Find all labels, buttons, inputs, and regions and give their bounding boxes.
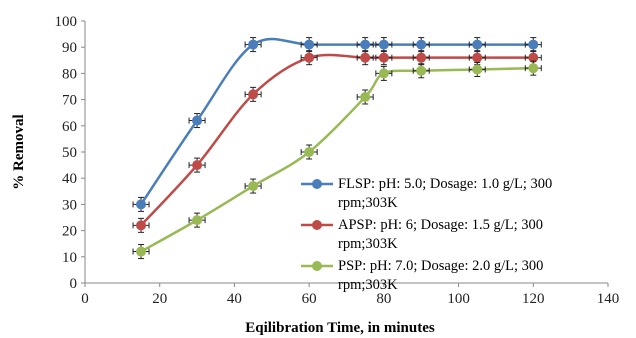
y-tick-label: 40 (62, 171, 77, 187)
legend-label: rpm;303K (338, 236, 398, 252)
y-tick-label: 50 (62, 145, 77, 161)
y-axis-ticks: 0 10 20 30 40 50 60 70 80 90 100 (55, 14, 85, 292)
legend-label: FLSP: pH: 5.0; Dosage: 1.0 g/L; 300 (338, 176, 552, 192)
y-tick-label: 0 (70, 276, 78, 292)
x-tick-label: 40 (227, 291, 242, 307)
legend-label: APSP: pH: 6; Dosage: 1.5 g/L; 300 (338, 217, 543, 233)
series-2 (132, 50, 542, 233)
data-point (378, 68, 389, 79)
data-point (304, 147, 315, 157)
data-point (528, 39, 539, 50)
legend-item-3: PSP: pH: 7.0; Dosage: 2.0 g/L; 300 rpm;30… (301, 258, 543, 293)
y-tick-label: 30 (62, 197, 77, 213)
y-tick-label: 10 (62, 250, 77, 266)
x-axis-label: Eqilibration Time, in minutes (245, 320, 435, 336)
data-point (416, 52, 427, 63)
data-point (136, 246, 147, 257)
x-tick-label: 60 (302, 291, 317, 307)
data-point (472, 39, 483, 50)
legend-item-1: FLSP: pH: 5.0; Dosage: 1.0 g/L; 300 rpm;3… (301, 176, 552, 211)
data-point (192, 160, 203, 171)
legend-swatch-marker (312, 261, 322, 271)
legend: FLSP: pH: 5.0; Dosage: 1.0 g/L; 300 rpm;3… (301, 176, 552, 293)
data-point (248, 89, 259, 100)
data-point (248, 39, 259, 50)
data-point (192, 215, 203, 226)
legend-label: rpm;303K (338, 195, 398, 211)
y-axis-label: % Removal (11, 114, 27, 189)
data-point (416, 65, 427, 76)
x-tick-label: 140 (597, 291, 620, 307)
series-layer (132, 37, 542, 260)
series-3 (132, 60, 542, 260)
x-tick-label: 120 (522, 291, 545, 307)
y-tick-label: 90 (62, 40, 77, 56)
series-1 (132, 37, 542, 212)
y-tick-label: 80 (62, 66, 77, 82)
data-point (192, 115, 203, 126)
data-point (472, 64, 483, 75)
data-point (528, 63, 539, 74)
data-point (472, 52, 483, 63)
data-point (304, 39, 315, 50)
y-tick-label: 60 (62, 119, 77, 135)
legend-item-2: APSP: pH: 6; Dosage: 1.5 g/L; 300 rpm;303… (301, 217, 543, 252)
data-point (378, 52, 389, 63)
y-tick-label: 70 (62, 93, 77, 109)
data-point (416, 39, 427, 50)
legend-swatch-marker (312, 179, 322, 189)
legend-label: PSP: pH: 7.0; Dosage: 2.0 g/L; 300 (338, 258, 543, 274)
x-tick-label: 20 (152, 291, 167, 307)
data-point (248, 181, 259, 192)
data-point (136, 220, 147, 231)
data-point (378, 39, 389, 50)
x-tick-label: 0 (81, 291, 89, 307)
data-point (136, 199, 147, 210)
legend-swatch-marker (312, 220, 322, 230)
data-point (528, 52, 539, 63)
x-tick-label: 80 (376, 291, 391, 307)
x-axis-ticks: 0 20 40 60 80 100 120 140 (81, 283, 619, 307)
data-point (360, 91, 371, 102)
y-tick-label: 20 (62, 224, 77, 240)
y-tick-label: 100 (55, 14, 78, 30)
data-point (360, 52, 371, 63)
x-tick-label: 100 (447, 291, 470, 307)
legend-label: rpm;303K (338, 277, 398, 293)
series-line (140, 66, 534, 253)
data-point (360, 39, 371, 50)
data-point (304, 52, 315, 63)
